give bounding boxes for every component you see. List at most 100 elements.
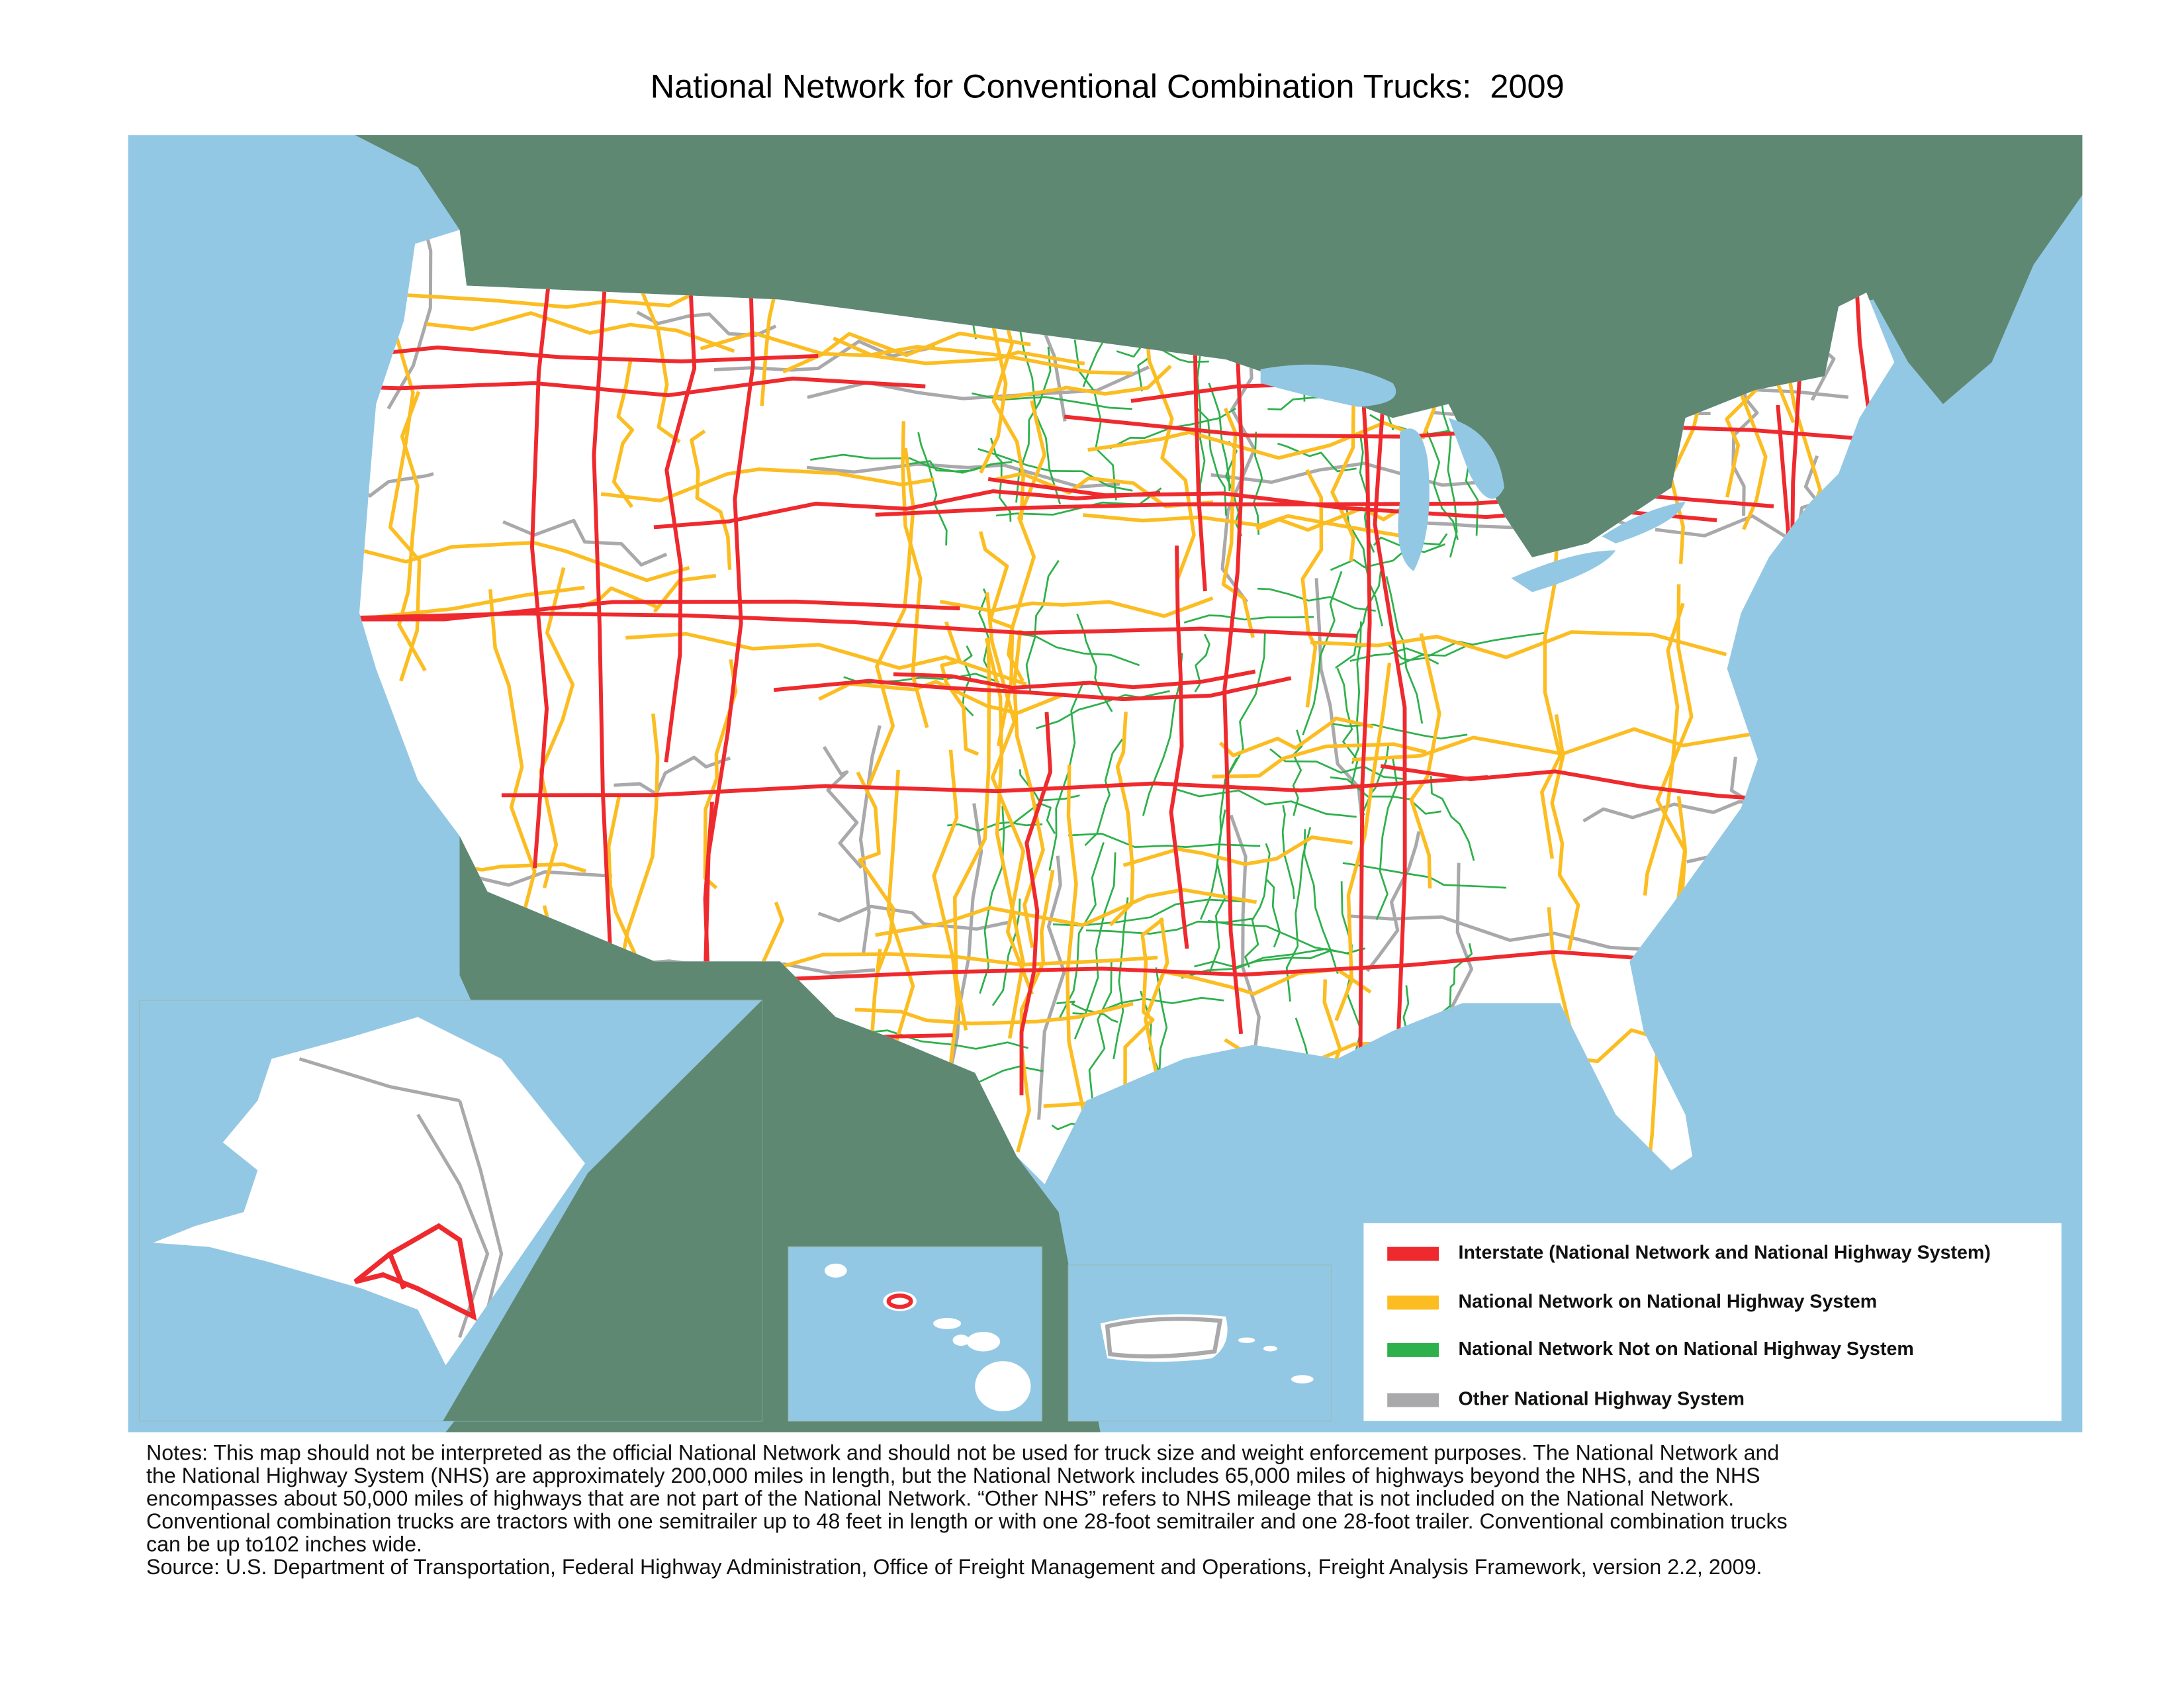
road	[917, 432, 948, 546]
road	[612, 357, 635, 508]
road	[1252, 432, 1263, 535]
legend-label: National Network Not on National Highway…	[1459, 1338, 1914, 1360]
road	[298, 1057, 461, 1103]
united-states	[359, 230, 1895, 1184]
road	[1303, 829, 1339, 974]
road	[600, 467, 934, 502]
road	[359, 472, 434, 498]
note-line: the National Highway System (NHS) are ap…	[146, 1464, 1760, 1487]
road	[1300, 469, 1324, 708]
road	[1058, 842, 1105, 1019]
canada	[355, 135, 2083, 557]
road	[752, 952, 1158, 977]
road	[1257, 587, 1376, 612]
road	[972, 392, 1132, 410]
road	[1292, 729, 1303, 816]
road	[1218, 716, 1374, 757]
road	[501, 775, 1488, 798]
legend-swatch	[1387, 1246, 1439, 1261]
road	[388, 333, 422, 682]
road	[1113, 897, 1129, 1060]
road	[1347, 914, 1660, 952]
road	[1366, 230, 1407, 1031]
road	[1025, 559, 1060, 691]
road	[1037, 855, 1066, 1120]
road	[782, 350, 1085, 374]
road	[426, 311, 735, 353]
road	[359, 344, 819, 364]
road	[488, 589, 537, 939]
canada	[443, 1000, 762, 1421]
road	[1085, 917, 1254, 935]
road	[359, 599, 960, 637]
road	[359, 369, 926, 398]
road	[1285, 827, 1312, 1002]
legend: Interstate (National Network and Nationa…	[1363, 1223, 2062, 1421]
road	[1330, 776, 1441, 815]
alaska-inset	[138, 1000, 762, 1422]
road	[996, 400, 1046, 747]
note-line: can be up to102 inches wide.	[146, 1532, 422, 1556]
road	[854, 1002, 1134, 1026]
road	[397, 391, 427, 672]
road	[893, 669, 1256, 690]
road	[1073, 852, 1116, 1040]
road	[458, 1100, 504, 1338]
road	[625, 632, 1027, 686]
puerto-rico-inset	[1068, 1264, 1332, 1422]
road	[886, 1293, 913, 1309]
road	[1310, 630, 1727, 659]
hawaii-inset	[788, 1246, 1042, 1422]
road-network	[298, 1057, 504, 1338]
great-lakes	[1260, 364, 1686, 592]
note-line: encompasses about 50,000 miles of highwa…	[146, 1487, 1734, 1511]
road	[1330, 722, 1468, 740]
legend-label: Interstate (National Network and Nationa…	[1459, 1243, 1991, 1264]
road	[833, 336, 1133, 375]
road	[353, 1223, 477, 1321]
road	[1335, 571, 1382, 669]
road	[365, 273, 731, 309]
road	[822, 745, 863, 869]
road	[359, 585, 585, 630]
road	[940, 621, 979, 756]
note-line: Conventional combination trucks are trac…	[146, 1509, 1788, 1533]
road	[1122, 835, 1353, 867]
road	[690, 429, 732, 570]
road	[530, 230, 572, 868]
road	[1144, 318, 1196, 581]
title: National Network for Conventional Combin…	[651, 67, 1565, 105]
road	[810, 453, 992, 474]
road	[817, 904, 1010, 931]
road	[416, 1113, 490, 1338]
road	[907, 460, 1013, 473]
road	[387, 230, 445, 410]
road	[359, 611, 1357, 638]
road	[539, 567, 575, 889]
road	[979, 806, 1005, 994]
islands	[1238, 1337, 1314, 1383]
road	[978, 447, 1133, 492]
road	[1365, 831, 1421, 972]
road	[1056, 1000, 1118, 1023]
road	[1194, 633, 1210, 692]
road	[1105, 1317, 1223, 1359]
road	[614, 755, 731, 796]
road	[1330, 543, 1446, 571]
road	[1438, 381, 1458, 558]
road	[1269, 748, 1405, 780]
road	[1068, 833, 1261, 848]
road	[995, 364, 1172, 400]
road	[784, 949, 1732, 982]
road	[1351, 727, 1752, 762]
road	[1424, 427, 1459, 540]
legend-swatch	[1387, 1295, 1439, 1310]
road	[1087, 421, 1424, 460]
road	[978, 531, 1024, 682]
road	[1244, 880, 1267, 968]
road	[1302, 571, 1343, 735]
notes: Notes: This map should not be interprete…	[146, 1441, 1788, 1579]
road	[1277, 442, 1357, 473]
road	[1582, 800, 1783, 823]
alaska	[153, 1017, 585, 1366]
